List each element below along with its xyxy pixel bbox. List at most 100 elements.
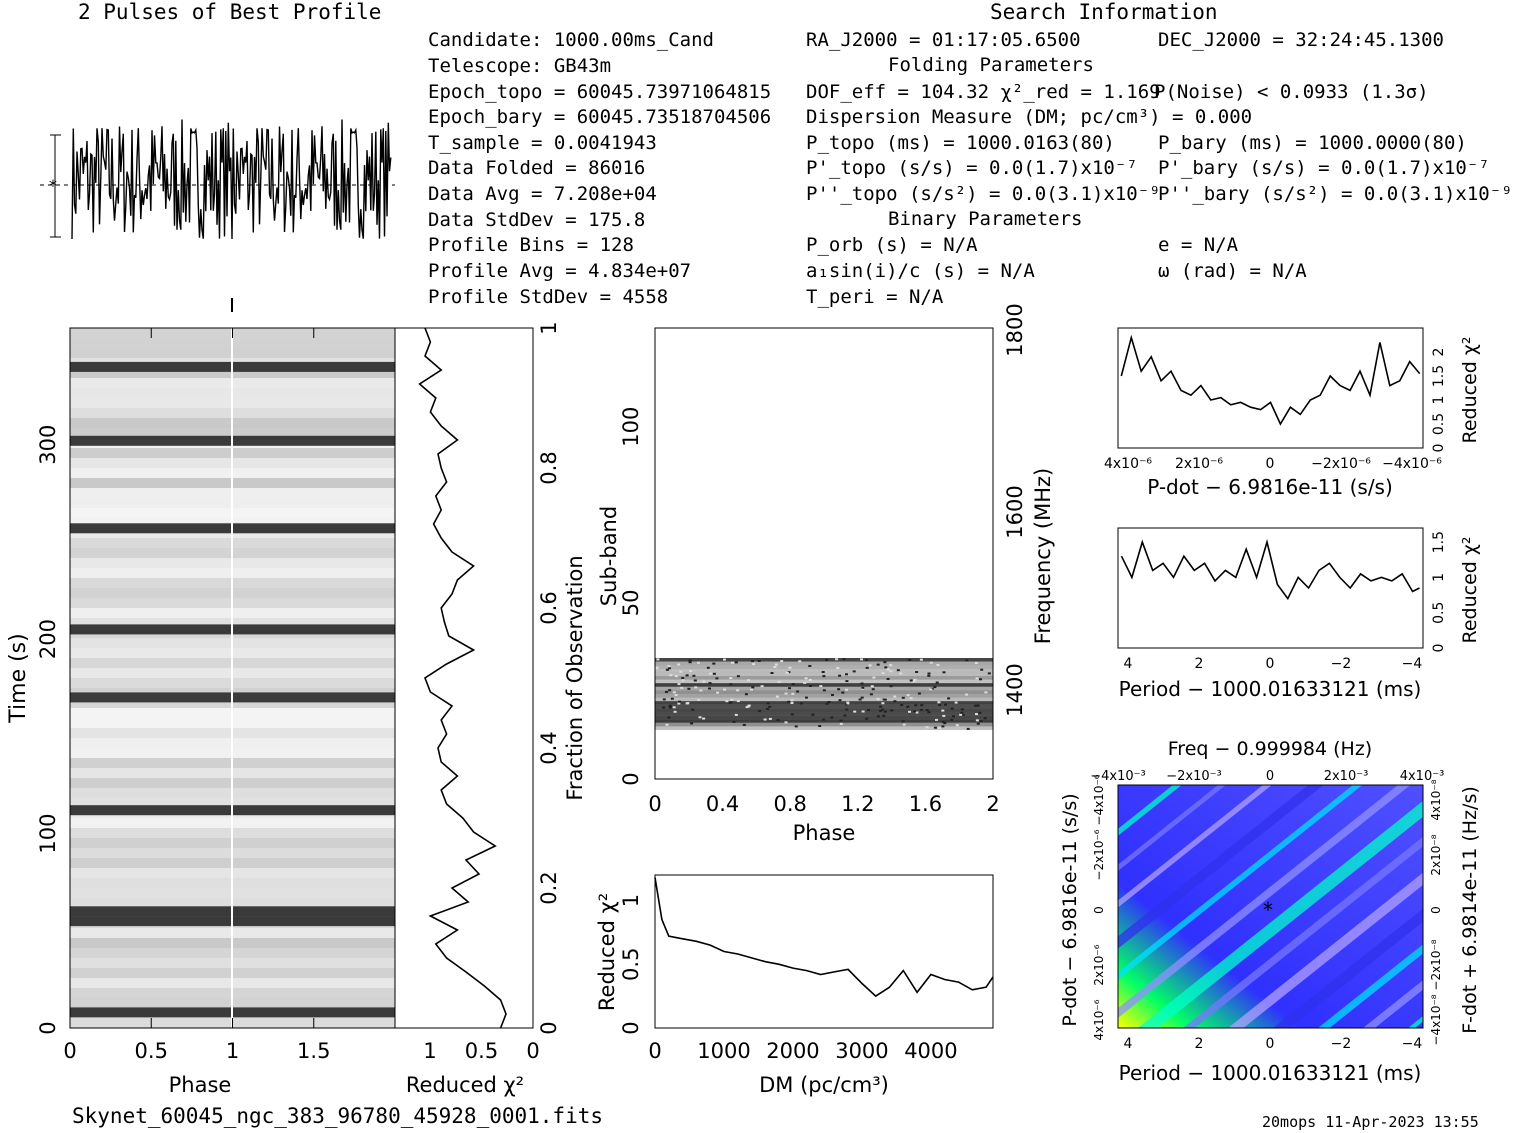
pdot-chi2-panel: 4x10⁻⁶ 2x10⁻⁶ 0 −2x10⁻⁶ −4x10⁻⁶ 0 0.5 1 1.5 2 P-d… bbox=[1104, 327, 1481, 499]
subband-pixel bbox=[983, 717, 987, 720]
subband-pixel bbox=[734, 713, 738, 716]
subband-pixel bbox=[760, 685, 764, 688]
subband-pixel bbox=[790, 713, 794, 716]
subband-pixel bbox=[693, 679, 697, 682]
subband-pixel bbox=[881, 672, 885, 675]
subband-pixel bbox=[768, 705, 772, 708]
pdot-chi2-line bbox=[1120, 334, 1421, 426]
subband-pixel bbox=[796, 690, 800, 693]
time-chi2-xlabel: Reduced χ² bbox=[406, 1073, 524, 1097]
pd-line-xtick: −2x10⁻⁶ bbox=[1311, 456, 1371, 472]
dm-panel: 0 1000 2000 3000 4000 0 0.5 1 DM (pc/cm³) Reduc… bbox=[595, 874, 994, 1097]
subband-pixel bbox=[774, 663, 778, 666]
subband-pixel bbox=[690, 722, 694, 725]
subband-pixel bbox=[974, 662, 978, 664]
subband-pixel bbox=[799, 702, 803, 705]
subband-pixel bbox=[944, 703, 947, 706]
period-pdot-xtick: 4 bbox=[1124, 1036, 1133, 1052]
subband-y2tick: 1600 bbox=[1003, 485, 1027, 538]
subband-pixel bbox=[712, 662, 716, 665]
pc-line-ytick: 0.5 bbox=[1431, 602, 1447, 624]
subband-pixel bbox=[822, 718, 825, 721]
dm-axes: 0 1000 2000 3000 4000 0 0.5 1 bbox=[619, 894, 958, 1063]
subband-pixel bbox=[708, 682, 712, 685]
subband-pixel bbox=[689, 670, 693, 672]
period-pdot-stripe bbox=[1118, 785, 1324, 949]
subband-ylabel: Sub-band bbox=[597, 506, 621, 606]
dm-xtick: 2000 bbox=[766, 1039, 819, 1063]
subband-pixel bbox=[925, 726, 929, 729]
subband-pixel bbox=[860, 696, 864, 699]
period-chi2-line bbox=[1120, 539, 1420, 601]
pc-line-ytick: 0 bbox=[1431, 644, 1447, 653]
subband-pixel bbox=[886, 668, 890, 671]
info-profile-avg: Profile Avg = 4.834e+07 bbox=[428, 260, 692, 282]
time-phase-xtick: 1.5 bbox=[297, 1039, 330, 1063]
subband-pixel bbox=[668, 706, 672, 709]
subband-pixel bbox=[784, 721, 788, 724]
time-phase-ytick: 200 bbox=[36, 619, 60, 659]
subband-pixel bbox=[906, 705, 910, 708]
pdot-chi2-frame bbox=[1117, 327, 1424, 449]
subband-pixel bbox=[890, 709, 894, 712]
subband-pixel bbox=[811, 713, 815, 716]
subband-pixel bbox=[716, 691, 720, 694]
dm-frame bbox=[654, 874, 994, 1029]
subband-xtick: 0.4 bbox=[706, 792, 739, 816]
subband-row bbox=[655, 708, 993, 712]
subband-pixel bbox=[736, 700, 740, 703]
subband-pixel bbox=[770, 672, 774, 674]
info-pnoise: P(Noise) < 0.0933 (1.3σ) bbox=[1154, 81, 1429, 103]
subband-pixel bbox=[929, 688, 933, 691]
subband-pixel bbox=[745, 706, 749, 709]
subband-pixel bbox=[685, 702, 689, 705]
info-asini: a₁sin(i)/c (s) = N/A bbox=[806, 260, 1035, 282]
subband-pixel bbox=[975, 677, 979, 680]
subband-pixel bbox=[845, 673, 848, 676]
subband-pixel bbox=[959, 713, 963, 716]
subband-pixel bbox=[950, 718, 954, 721]
subband-pixel bbox=[876, 698, 880, 701]
subband-pixel bbox=[896, 669, 900, 672]
subband-pixel bbox=[667, 665, 671, 668]
info-dec: DEC_J2000 = 32:24:45.1300 bbox=[1158, 29, 1444, 51]
info-omega: ω (rad) = N/A bbox=[1158, 260, 1307, 282]
period-pdot-ytick: −4x10⁻⁶ bbox=[1092, 774, 1106, 825]
subband-pixel bbox=[845, 708, 849, 711]
subband-pixel bbox=[845, 680, 849, 683]
subband-pixel bbox=[881, 702, 885, 705]
period-pdot-xtick: 0 bbox=[1266, 1036, 1275, 1052]
subband-pixel bbox=[773, 666, 777, 668]
subband-pixel bbox=[788, 687, 791, 690]
subband-pixel bbox=[681, 679, 685, 682]
subband-pixel bbox=[889, 664, 893, 667]
subband-pixel bbox=[830, 716, 834, 719]
subband-pixel bbox=[665, 723, 669, 726]
period-pdot-y2tick: 4x10⁻⁸ bbox=[1429, 779, 1443, 820]
subband-pixel bbox=[908, 710, 911, 713]
subband-pixel bbox=[933, 726, 937, 729]
period-pdot-stripe bbox=[1228, 872, 1423, 1028]
pd-line-xtick: 2x10⁻⁶ bbox=[1175, 456, 1223, 472]
time-chi2-ytick: 0.8 bbox=[537, 451, 561, 484]
subband-pixel bbox=[751, 686, 755, 689]
subband-pixel bbox=[732, 720, 736, 723]
subband-pixel bbox=[882, 698, 886, 701]
subband-pixel bbox=[688, 660, 692, 663]
pd-line-xtick: −4x10⁻⁶ bbox=[1382, 456, 1442, 472]
subband-pixel bbox=[952, 715, 955, 718]
subband-pixel bbox=[819, 685, 823, 688]
subband-pixel bbox=[876, 663, 880, 666]
period-pdot-x2tick: 2x10⁻³ bbox=[1324, 769, 1369, 784]
subband-pixel bbox=[677, 702, 681, 705]
subband-xtick: 1.2 bbox=[841, 792, 874, 816]
subband-ytick: 100 bbox=[619, 407, 643, 447]
subband-row bbox=[655, 686, 993, 691]
subband-y2tick: 1800 bbox=[1003, 303, 1027, 356]
subband-pixel bbox=[976, 722, 980, 725]
pc-line-ytick: 1.5 bbox=[1431, 531, 1447, 553]
subband-pixel bbox=[858, 698, 862, 701]
pc-line-ytick: 1 bbox=[1431, 573, 1447, 582]
time-phase-ytick: 0 bbox=[36, 1021, 60, 1034]
info-pbary: P_bary (ms) = 1000.0000(80) bbox=[1158, 132, 1467, 154]
